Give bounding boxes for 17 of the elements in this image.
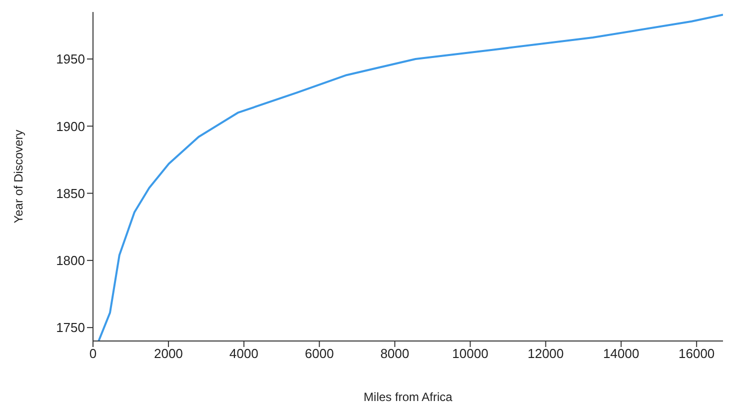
x-tick-label: 10000: [452, 346, 488, 362]
x-tick-label: 16000: [678, 346, 715, 362]
x-tick-label: 6000: [304, 346, 334, 362]
x-tick-label: 4000: [229, 346, 258, 362]
y-tick-label: 1850: [56, 186, 85, 201]
x-tick-label: 14000: [603, 346, 640, 362]
y-tick-label: 1950: [56, 52, 85, 67]
x-tick-label: 0: [89, 346, 97, 362]
x-tick-label: 12000: [528, 346, 564, 362]
x-axis-title: Miles from Africa: [364, 390, 453, 404]
y-axis-title: Year of Discovery: [11, 130, 26, 224]
x-tick-label: 2000: [154, 346, 183, 362]
y-tick-label: 1800: [56, 253, 85, 268]
y-tick-label: 1900: [56, 118, 85, 134]
line-series: [98, 14, 723, 341]
x-tick-label: 8000: [380, 346, 410, 362]
y-tick-label: 1750: [56, 320, 85, 336]
